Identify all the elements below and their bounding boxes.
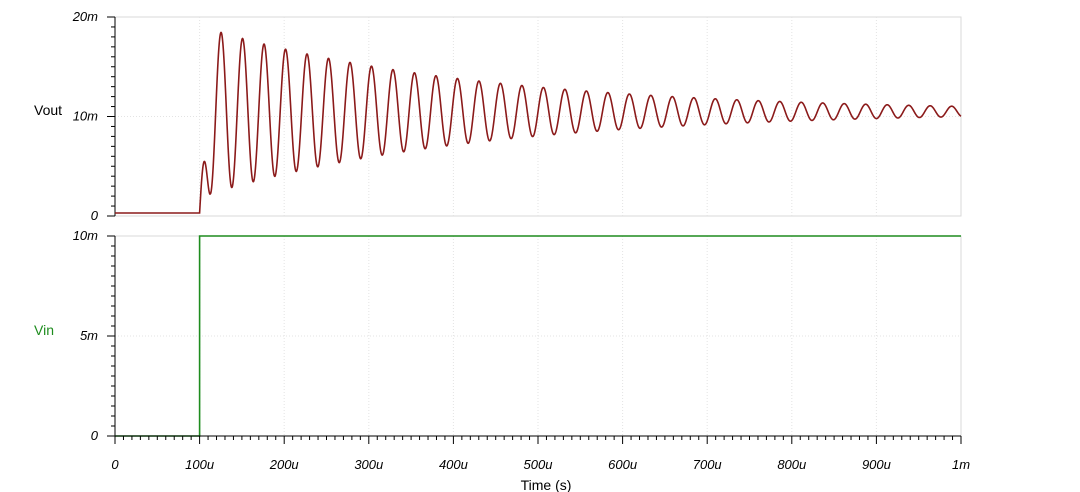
y-tick-label: 20m (72, 9, 98, 24)
vout-trace (115, 31, 962, 214)
x-tick-label: 0 (111, 457, 119, 472)
y-tick-label: 0 (91, 428, 99, 443)
y-tick-label: 0 (91, 208, 99, 223)
x-tick-label: 100u (185, 457, 214, 472)
x-tick-label: 900u (862, 457, 891, 472)
x-tick-label: 700u (693, 457, 722, 472)
vout-axis-label: Vout (34, 102, 62, 118)
x-tick-label: 200u (269, 457, 299, 472)
vout-panel: 0 10m 20m (72, 9, 962, 223)
x-axis-title: Time (s) (521, 477, 572, 492)
time-axis: 0 100u 200u 300u 400u 500u 600u 700u 800u 900u 1m (111, 435, 970, 472)
x-tick-label: 1m (952, 457, 970, 472)
y-tick-label: 5m (80, 328, 98, 343)
x-tick-label: 600u (608, 457, 637, 472)
y-tick-label: 10m (73, 228, 98, 243)
vin-panel: 0 5m 10m (73, 228, 962, 443)
x-tick-label: 400u (439, 457, 468, 472)
vin-axis-label: Vin (34, 322, 54, 338)
x-tick-label: 500u (524, 457, 553, 472)
x-tick-label: 300u (354, 457, 383, 472)
x-tick-label: 800u (777, 457, 806, 472)
y-tick-label: 10m (73, 109, 98, 124)
